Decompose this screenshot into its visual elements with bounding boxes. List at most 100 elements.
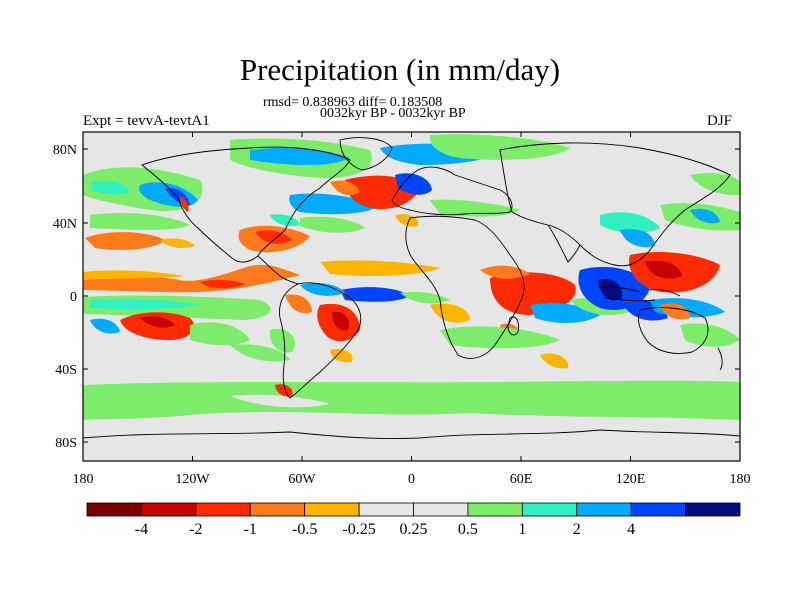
colorbar-swatch <box>304 502 360 517</box>
colorbar-swatch <box>576 502 632 517</box>
colorbar-swatch <box>358 502 414 517</box>
experiment-label: Expt = tevvA-tevtA1 <box>83 113 210 129</box>
colorbar-label: 2 <box>573 521 581 538</box>
africa-coast <box>405 215 525 359</box>
madagascar-coast <box>507 316 519 336</box>
south-america-orange <box>285 294 312 314</box>
colorbar-label: -0.25 <box>342 521 375 538</box>
maritime-darkblue <box>598 278 623 301</box>
north-pacific-red <box>180 196 189 212</box>
tropical-pacific-orange-band <box>83 264 300 293</box>
south-america-darkred <box>332 311 350 331</box>
lon-tick-label: 0 <box>408 472 415 487</box>
southern-band-gap <box>230 394 330 408</box>
colorbar-label: 0.5 <box>458 521 478 538</box>
patagonia-red <box>275 384 293 397</box>
southern-ocean-band <box>83 380 740 420</box>
tropical-pacific-redcore <box>200 279 245 289</box>
lon-tick-label: 120W <box>175 472 210 487</box>
europe-green <box>430 199 520 217</box>
africa-yellow-band <box>430 303 470 323</box>
longitude-axis: 180 120W 60W 0 60E 120E 180 <box>73 132 751 487</box>
south-atlantic-green <box>269 329 295 353</box>
india-coast <box>547 224 581 263</box>
australia-green <box>680 323 740 347</box>
season-label: DJF <box>707 113 733 129</box>
tropical-pacific-cyan <box>90 299 200 310</box>
colorbar-label: 1 <box>518 521 526 538</box>
lat-tick-label: 40N <box>53 217 77 232</box>
lat-tick-label: 40S <box>55 363 77 378</box>
northwest-pacific-blue <box>690 208 720 224</box>
colorbar-swatch <box>141 502 197 517</box>
west-pacific-orange-south <box>660 303 690 320</box>
north-pacific-green-2 <box>90 213 190 230</box>
east-asia-cyan <box>600 212 660 234</box>
gulf-red <box>255 230 292 244</box>
atlantic-green <box>300 216 365 233</box>
south-atlantic-orange <box>330 348 353 363</box>
lat-tick-label: 80S <box>55 436 77 451</box>
colorbar: -4 -2 -1 -0.5 -0.25 0.25 0.5 1 2 4 <box>86 502 741 538</box>
antarctica-coast <box>83 429 740 439</box>
northeast-pacific-orange <box>85 232 165 250</box>
lat-tick-label: 80N <box>53 143 77 158</box>
latitude-axis: 80N 40N 0 40S 80S <box>53 143 740 451</box>
tropical-atlantic-orange <box>320 260 440 276</box>
colorbar-label: 4 <box>627 521 635 538</box>
colorbar-label: -2 <box>189 521 202 538</box>
atlantic-cyan <box>270 214 300 227</box>
indian-ocean-orange-south <box>540 353 569 369</box>
period-text: 0032kyr BP - 0032kyr BP <box>320 106 466 121</box>
equatorial-atlantic-blue <box>340 287 410 302</box>
tropical-pacific-yellow <box>83 270 185 280</box>
anomaly-field <box>83 134 740 420</box>
lon-tick-label: 60W <box>288 472 316 487</box>
east-asia-blue <box>620 228 655 248</box>
lon-tick-label: 180 <box>73 472 94 487</box>
stats-text: rmsd= 0.838963 diff= 0.183508 <box>263 95 443 110</box>
south-america-coast <box>279 282 362 399</box>
equatorial-atlantic-green <box>400 291 450 304</box>
greenland-coast <box>339 137 393 171</box>
colorbar-swatch <box>86 502 142 517</box>
north-america-coast <box>141 146 351 263</box>
arctic-green <box>429 134 570 160</box>
lon-tick-label: 120E <box>616 472 646 487</box>
atlantic-blue-band <box>289 193 380 215</box>
colorbar-swatch <box>195 502 251 517</box>
europe-blue <box>395 173 432 195</box>
central-america-coast <box>257 255 299 285</box>
south-pacific-green <box>190 322 250 346</box>
colorbar-swatch <box>685 502 741 517</box>
coastlines <box>83 137 740 439</box>
lon-tick-label: 180 <box>730 472 751 487</box>
colorbar-label: -1 <box>244 521 257 538</box>
lat-tick-label: 0 <box>70 290 77 305</box>
south-pacific-darkred <box>140 316 175 328</box>
lon-tick-label: 60E <box>510 472 533 487</box>
equatorial-atlantic-cyan <box>300 282 345 296</box>
north-atlantic-orange <box>330 180 360 196</box>
northeast-pacific-yellow <box>160 238 195 248</box>
new-zealand-coast <box>717 347 723 371</box>
colorbar-label: 0.25 <box>400 521 428 538</box>
colorbar-swatch <box>413 502 469 517</box>
south-pacific-cyan <box>90 318 120 334</box>
map-title: Precipitation (in mm/day) <box>239 52 561 87</box>
south-pacific-green-2 <box>230 344 290 362</box>
west-pacific-darkred <box>645 260 682 279</box>
colorbar-swatch <box>521 502 578 517</box>
indonesia-coast <box>597 286 681 302</box>
north-pacific-cyan <box>92 180 130 195</box>
colorbar-swatch <box>630 502 686 517</box>
colorbar-label: -4 <box>135 521 148 538</box>
east-africa-orange-outer <box>480 265 530 279</box>
colorbar-label: -0.5 <box>292 521 317 538</box>
colorbar-swatch <box>249 502 306 517</box>
europe-coast <box>391 166 513 216</box>
australia-coast <box>637 307 709 354</box>
colorbar-swatch <box>467 502 523 517</box>
asia-coast <box>499 142 731 267</box>
